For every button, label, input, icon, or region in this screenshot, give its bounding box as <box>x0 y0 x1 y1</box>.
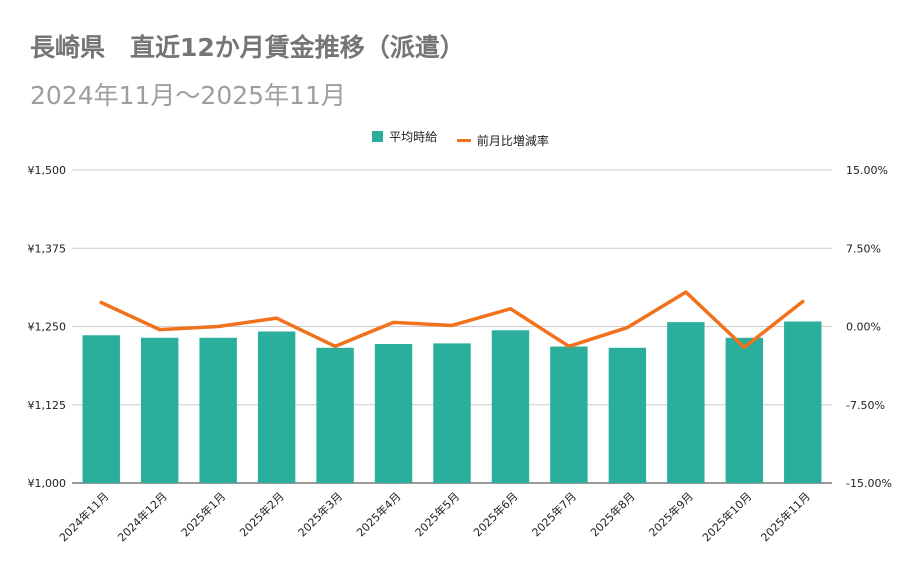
right-axis-tick: -7.50% <box>846 399 885 412</box>
x-axis-tick: 2025年11月 <box>758 489 813 544</box>
x-axis-tick: 2024年11月 <box>56 489 111 544</box>
bar <box>82 335 120 483</box>
bar <box>550 346 588 483</box>
legend: 平均時給 前月比増減率 <box>0 128 921 149</box>
x-axis-tick: 2025年2月 <box>237 489 287 539</box>
bar <box>374 344 413 483</box>
bar <box>608 347 647 483</box>
bar <box>257 331 296 483</box>
right-axis-tick: 15.00% <box>846 164 888 177</box>
x-axis-tick: 2025年7月 <box>529 489 579 539</box>
left-axis-tick: ¥1,250 <box>28 321 67 334</box>
right-axis-tick: 7.50% <box>846 242 881 255</box>
line-series <box>99 290 805 350</box>
x-axis-tick: 2024年12月 <box>115 489 170 544</box>
legend-item-line: 前月比増減率 <box>456 132 549 149</box>
bar <box>725 337 764 483</box>
chart-title: 長崎県 直近12か月賃金推移（派遣） <box>30 33 465 62</box>
bar <box>667 322 705 483</box>
bar <box>784 321 822 483</box>
left-axis-tick: ¥1,125 <box>28 399 67 412</box>
legend-swatch-bar <box>372 131 384 142</box>
x-axis-tick: 2025年8月 <box>587 489 637 539</box>
x-axis-tick: 2025年10月 <box>699 489 754 544</box>
x-axis-tick: 2025年9月 <box>646 489 696 539</box>
x-axis-tick: 2025年4月 <box>353 489 403 539</box>
bar <box>316 347 354 483</box>
left-axis-tick: ¥1,375 <box>28 242 67 255</box>
legend-label-line: 前月比増減率 <box>476 134 549 148</box>
bar <box>199 337 237 483</box>
right-axis-tick: -15.00% <box>846 477 892 490</box>
legend-item-bar: 平均時給 <box>372 128 437 145</box>
left-axis-tick: ¥1,000 <box>28 477 67 490</box>
legend-label-bar: 平均時給 <box>389 130 438 144</box>
x-axis-tick: 2025年5月 <box>412 489 462 539</box>
bar <box>491 330 530 483</box>
bar <box>433 343 471 483</box>
x-axis-tick: 2025年3月 <box>295 489 345 539</box>
left-axis-tick: ¥1,500 <box>28 164 67 177</box>
legend-swatch-line <box>456 139 471 142</box>
x-axis-tick: 2025年6月 <box>470 489 520 539</box>
bar <box>140 337 179 483</box>
x-axis-tick: 2025年1月 <box>178 489 228 539</box>
right-axis-tick: 0.00% <box>846 321 881 334</box>
chart-subtitle: 2024年11月～2025年11月 <box>30 81 346 110</box>
